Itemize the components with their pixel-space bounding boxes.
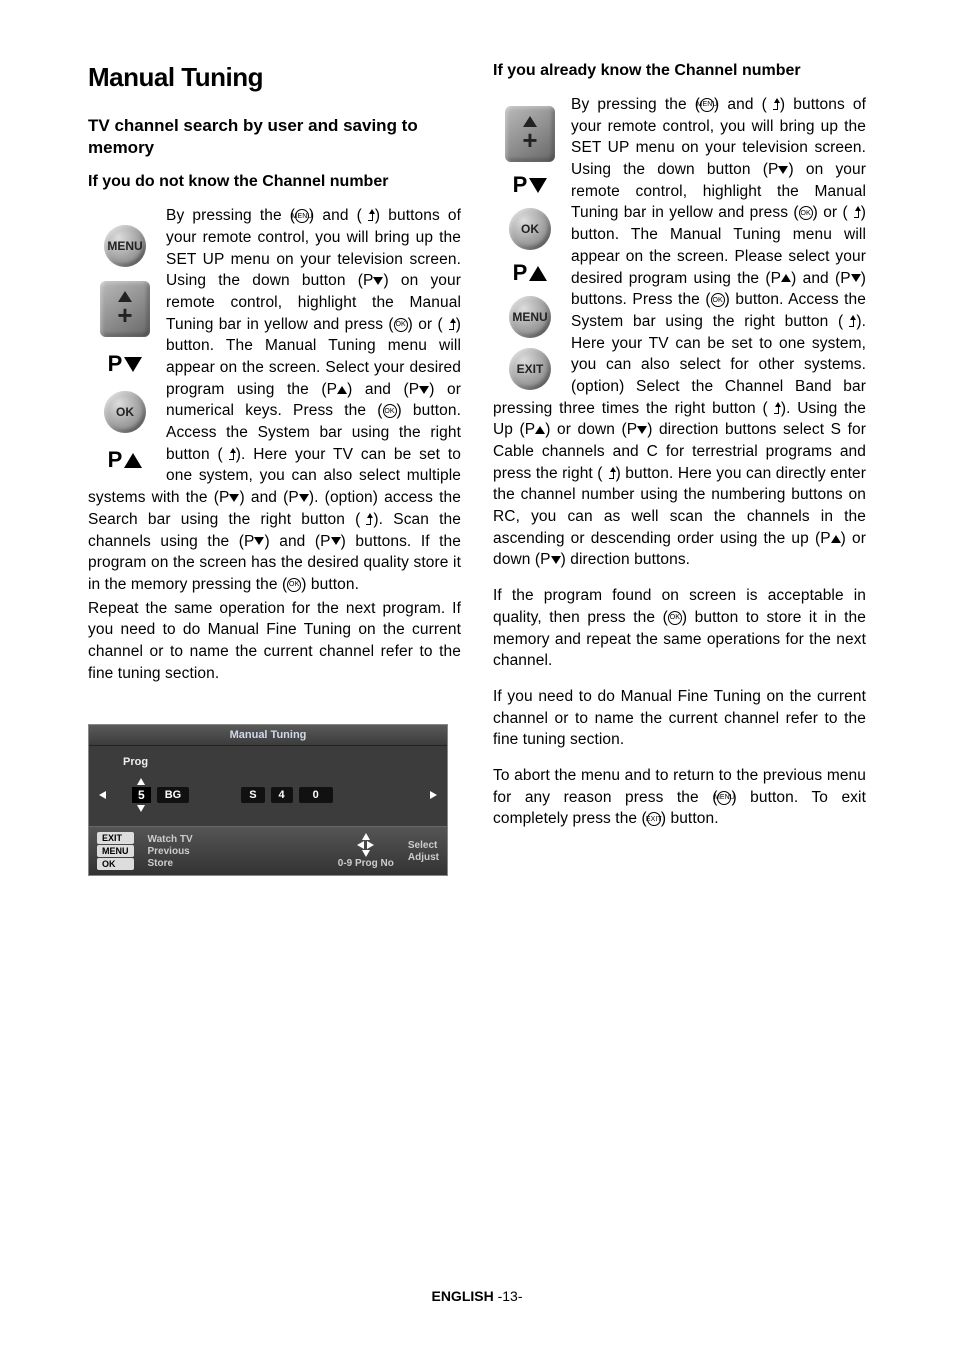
osd-title: Manual Tuning: [89, 725, 447, 746]
ok-button-icon: OK: [104, 391, 146, 433]
page-title: Manual Tuning: [88, 62, 461, 93]
osd-prog-number: 5: [132, 787, 151, 803]
p-down-label: P: [108, 351, 143, 377]
osd-key-menu: MENU: [97, 845, 134, 857]
p-up-label: P: [513, 260, 548, 286]
ok-button-icon: OK: [509, 208, 551, 250]
osd-nav-quad-icon: [357, 833, 374, 857]
remote-icon-strip-right: + P OK P MENU EXIT: [493, 94, 567, 390]
exit-button-icon: EXIT: [509, 348, 551, 390]
osd-bg-chip: BG: [157, 787, 190, 803]
volume-up-icon: +: [100, 281, 150, 337]
osd-right-arrow-icon: [430, 791, 437, 799]
remote-icon-strip-left: MENU + P OK P: [88, 205, 162, 473]
osd-label-previous: Previous: [148, 846, 193, 857]
menu-button-icon: MENU: [104, 225, 146, 267]
p-down-label: P: [513, 172, 548, 198]
osd-down-arrow-icon: [137, 805, 145, 812]
p-up-label: P: [108, 447, 143, 473]
osd-label-progno: 0-9 Prog No: [338, 858, 394, 869]
osd-left-arrow-icon: [99, 791, 106, 799]
osd-up-arrow-icon: [137, 778, 145, 785]
osd-label-select: Select: [408, 840, 439, 851]
osd-label-watchtv: Watch TV: [148, 834, 193, 845]
osd-label-adjust: Adjust: [408, 852, 439, 863]
menu-button-icon: MENU: [509, 296, 551, 338]
osd-key-ok: OK: [97, 858, 134, 870]
osd-0-chip: 0: [299, 787, 333, 803]
footer-language: ENGLISH: [431, 1288, 493, 1304]
section-subtitle: TV channel search by user and saving to …: [88, 115, 461, 159]
body-text-right-2: If the program found on screen is accept…: [493, 585, 866, 672]
case-heading-known: If you already know the Channel number: [493, 62, 866, 80]
case-heading-unknown: If you do not know the Channel number: [88, 173, 461, 191]
osd-screenshot: Manual Tuning Prog 5 BG S 4 0: [88, 724, 448, 876]
osd-s-chip: S: [241, 787, 264, 803]
footer-page-number: -13-: [498, 1288, 523, 1304]
body-text-right-4: To abort the menu and to return to the p…: [493, 765, 866, 830]
osd-prog-label: Prog: [123, 756, 447, 768]
osd-key-exit: EXIT: [97, 832, 134, 844]
page-footer: ENGLISH -13-: [0, 1288, 954, 1304]
body-text-left-2: Repeat the same operation for the next p…: [88, 598, 461, 685]
osd-label-store: Store: [148, 858, 193, 869]
body-text-right-3: If you need to do Manual Fine Tuning on …: [493, 686, 866, 751]
osd-4-chip: 4: [271, 787, 293, 803]
volume-up-icon: +: [505, 106, 555, 162]
